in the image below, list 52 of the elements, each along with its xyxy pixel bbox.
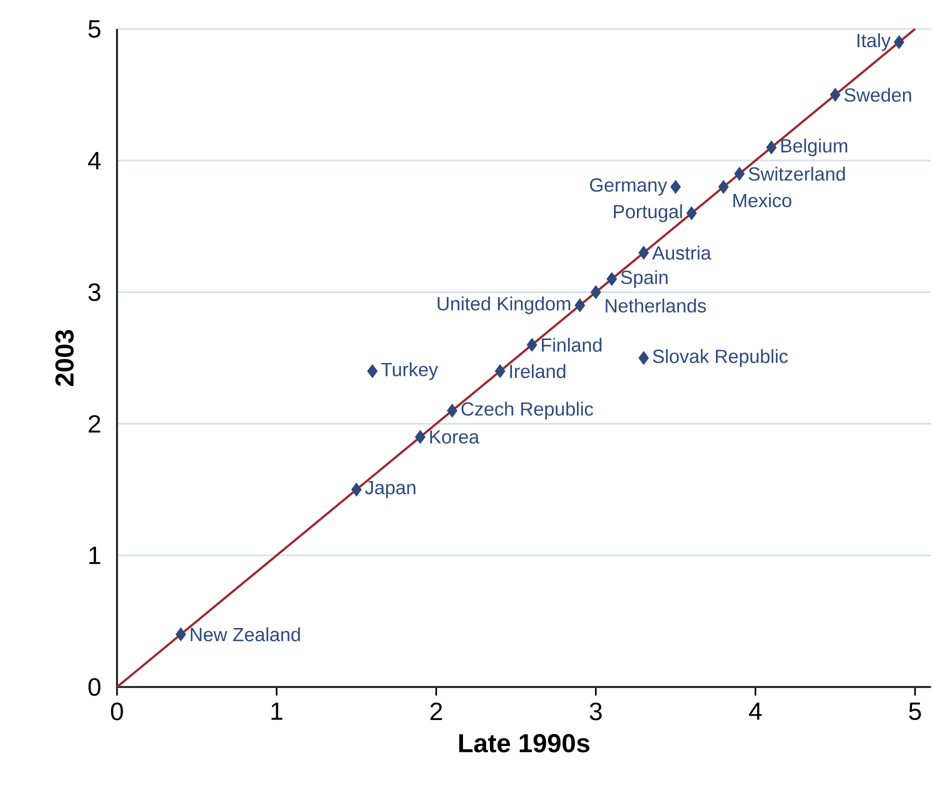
annotation: Ireland [510,364,566,378]
y-tick-label: 0 [88,678,100,696]
point [415,430,426,444]
point [367,364,378,378]
point [638,351,649,365]
point [718,180,729,194]
point [526,338,538,352]
point [686,206,697,220]
annotation: Sweden [844,88,912,102]
point [351,482,362,496]
annotation: Slovak Republic [652,349,788,367]
point [176,628,186,642]
x-tick-label: 3 [590,702,602,720]
annotation: Czech Republic [462,402,594,420]
x-tick-label: 4 [749,702,762,720]
annotation: Finland [542,338,602,352]
x-tick-label: 0 [111,702,123,720]
y-tick-label: 4 [88,152,101,170]
annotation: Spain [621,270,668,288]
point [638,246,649,260]
point [830,88,840,102]
x-tick-label: 1 [272,702,282,720]
point [766,140,777,154]
annotation: Turkey [381,362,438,380]
annotation: Korea [430,430,480,444]
point [894,35,904,49]
x-axis-title: Late 1990s [459,734,590,752]
point [494,364,506,378]
annotation: Austria [652,246,712,260]
annotation: Italy [858,33,891,52]
annotation: United Kingdom [438,296,570,314]
annotation: Portugal [614,204,682,222]
point [734,166,745,181]
annotation: Belgium [781,138,848,156]
y-tick-label: 3 [88,283,100,302]
y-tick-label: 2 [88,415,100,433]
annotation: Mexico [733,193,792,208]
y-tick-label: 5 [88,20,100,38]
annotation: Netherlands [606,298,706,313]
point [606,272,617,286]
y-tick-label: 1 [89,546,100,564]
x-tick-label: 5 [909,702,921,720]
x-tick-label: 2 [430,702,442,720]
annotation: Switzerland [748,166,845,181]
annotation: New Zealand [190,627,300,642]
point [590,285,602,299]
point [670,180,681,194]
point [446,404,458,418]
annotation: Germany [590,178,668,196]
point [574,298,586,312]
y-axis-title: 2003 [55,330,74,386]
annotation: Japan [365,481,416,498]
